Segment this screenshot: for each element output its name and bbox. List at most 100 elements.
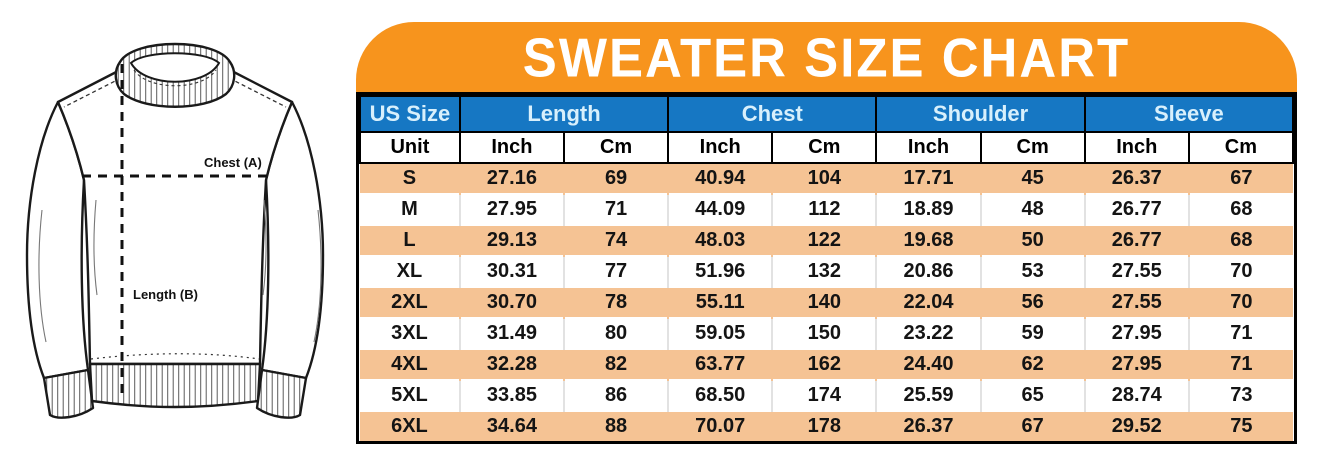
value-cell: 68 [1188, 193, 1293, 225]
unit-cm-header: Cm [979, 131, 1086, 164]
value-cell: 24.40 [876, 348, 982, 380]
value-cell: 140 [772, 286, 878, 318]
group-header-row: US Size Length Chest Shoulder Sleeve [359, 95, 1295, 133]
value-cell: 53 [980, 255, 1086, 287]
sweater-hem-band [88, 362, 262, 409]
value-cell: 27.95 [459, 193, 566, 225]
size-cell: S [360, 162, 461, 194]
unit-cm-header: Cm [562, 131, 670, 164]
value-cell: 30.70 [459, 286, 566, 318]
value-cell: 69 [564, 162, 670, 194]
value-cell: 59 [980, 317, 1086, 349]
table-row: 3XL 31.49 80 59.05 150 23.22 59 27.95 71 [360, 317, 1293, 349]
size-cell: 3XL [360, 317, 461, 349]
size-cell: 5XL [360, 379, 461, 411]
col-header-us-size: US Size [359, 95, 461, 133]
value-cell: 80 [564, 317, 670, 349]
value-cell: 78 [564, 286, 670, 318]
value-cell: 88 [564, 410, 670, 441]
sweater-right-body-fold [262, 199, 267, 296]
unit-header: Unit [359, 131, 461, 164]
value-cell: 68.50 [668, 379, 774, 411]
value-cell: 59.05 [668, 317, 774, 349]
value-cell: 71 [1188, 317, 1293, 349]
hem-seam-dotted [90, 353, 260, 360]
value-cell: 26.37 [876, 410, 982, 441]
sweater-right-cuff [255, 368, 308, 419]
value-cell: 150 [772, 317, 878, 349]
value-cell: 178 [772, 410, 878, 441]
value-cell: 26.37 [1084, 162, 1190, 194]
value-cell: 112 [772, 193, 878, 225]
value-cell: 19.68 [876, 224, 982, 256]
table-row: L 29.13 74 48.03 122 19.68 50 26.77 68 [360, 224, 1293, 256]
value-cell: 27.16 [459, 162, 566, 194]
value-cell: 34.64 [459, 410, 566, 441]
sweater-left-body-fold [93, 199, 98, 296]
value-cell: 27.55 [1084, 286, 1190, 318]
sweater-right-sleeve-fold [313, 209, 322, 343]
table-row: 4XL 32.28 82 63.77 162 24.40 62 27.95 71 [360, 348, 1293, 380]
unit-inch-header: Inch [458, 131, 566, 164]
size-cell: 4XL [360, 348, 461, 380]
value-cell: 63.77 [668, 348, 774, 380]
value-cell: 48.03 [668, 224, 774, 256]
value-cell: 77 [564, 255, 670, 287]
value-cell: 40.94 [668, 162, 774, 194]
value-cell: 20.86 [876, 255, 982, 287]
value-cell: 31.49 [459, 317, 566, 349]
value-cell: 62 [980, 348, 1086, 380]
sweater-left-cuff [42, 368, 95, 419]
table-row: 6XL 34.64 88 70.07 178 26.37 67 29.52 75 [360, 410, 1293, 441]
table-row: 5XL 33.85 86 68.50 174 25.59 65 28.74 73 [360, 379, 1293, 411]
value-cell: 122 [772, 224, 878, 256]
value-cell: 23.22 [876, 317, 982, 349]
value-cell: 29.52 [1084, 410, 1190, 441]
sweater-drawing-svg: Chest (A) Length (B) [25, 42, 325, 419]
value-cell: 70 [1188, 286, 1293, 318]
value-cell: 71 [1188, 348, 1293, 380]
value-cell: 132 [772, 255, 878, 287]
value-cell: 71 [564, 193, 670, 225]
value-cell: 26.77 [1084, 193, 1190, 225]
value-cell: 48 [980, 193, 1086, 225]
table-row: S 27.16 69 40.94 104 17.71 45 26.37 67 [360, 162, 1293, 194]
value-cell: 70.07 [668, 410, 774, 441]
col-header-shoulder: Shoulder [875, 95, 1086, 133]
value-cell: 67 [1188, 162, 1293, 194]
value-cell: 86 [564, 379, 670, 411]
value-cell: 82 [564, 348, 670, 380]
sweater-neck-opening [129, 52, 221, 83]
value-cell: 55.11 [668, 286, 774, 318]
value-cell: 28.74 [1084, 379, 1190, 411]
size-table-container: US Size Length Chest Shoulder Sleeve Uni… [356, 92, 1297, 444]
value-cell: 75 [1188, 410, 1293, 441]
value-cell: 51.96 [668, 255, 774, 287]
size-chart-panel: SWEATER SIZE CHART US Size Length Chest … [356, 22, 1297, 444]
value-cell: 26.77 [1084, 224, 1190, 256]
unit-inch-header: Inch [875, 131, 982, 164]
value-cell: 56 [980, 286, 1086, 318]
col-header-chest: Chest [667, 95, 878, 133]
value-cell: 73 [1188, 379, 1293, 411]
value-cell: 67 [980, 410, 1086, 441]
value-cell: 50 [980, 224, 1086, 256]
unit-header-row: Unit Inch Cm Inch Cm Inch Cm Inch Cm [359, 131, 1295, 164]
value-cell: 104 [772, 162, 878, 194]
value-cell: 29.13 [459, 224, 566, 256]
col-header-sleeve: Sleeve [1083, 95, 1295, 133]
unit-inch-header: Inch [1083, 131, 1190, 164]
table-row: M 27.95 71 44.09 112 18.89 48 26.77 68 [360, 193, 1293, 225]
table-row: XL 30.31 77 51.96 132 20.86 53 27.55 70 [360, 255, 1293, 287]
title-banner: SWEATER SIZE CHART [356, 22, 1297, 92]
value-cell: 27.55 [1084, 255, 1190, 287]
value-cell: 32.28 [459, 348, 566, 380]
length-measure-label: Length (B) [133, 287, 198, 302]
value-cell: 65 [980, 379, 1086, 411]
size-cell: 2XL [360, 286, 461, 318]
size-cell: 6XL [360, 410, 461, 441]
size-cell: M [360, 193, 461, 225]
value-cell: 162 [772, 348, 878, 380]
table-row: 2XL 30.70 78 55.11 140 22.04 56 27.55 70 [360, 286, 1293, 318]
sweater-diagram: Chest (A) Length (B) [0, 0, 360, 465]
